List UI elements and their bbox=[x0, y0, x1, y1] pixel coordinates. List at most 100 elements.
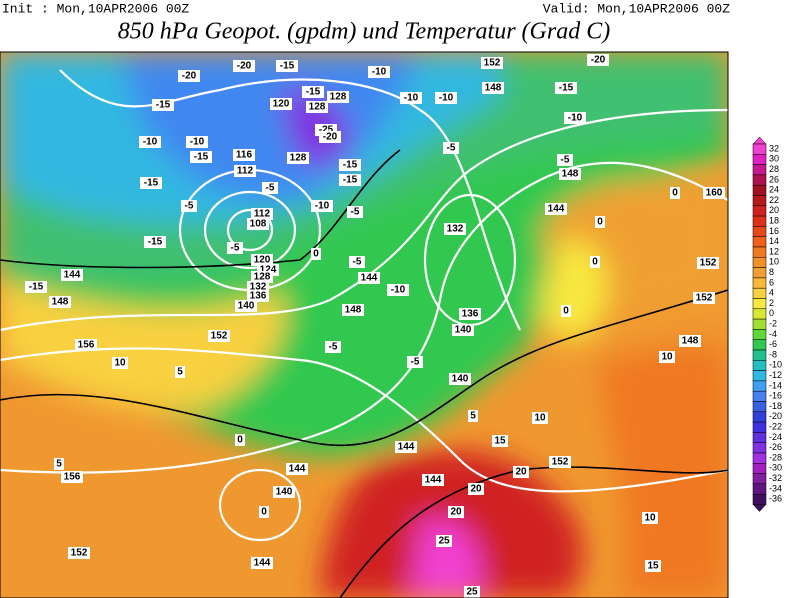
label-box bbox=[368, 66, 390, 78]
label-box bbox=[234, 165, 256, 177]
map-title: 850 hPa Geopot. (gpdm) und Temperatur (G… bbox=[118, 19, 610, 45]
colorbar-label: -12 bbox=[769, 370, 782, 380]
label-box bbox=[459, 308, 481, 320]
label-box bbox=[448, 506, 464, 518]
label-box bbox=[306, 101, 328, 113]
colorbar-label: -2 bbox=[769, 318, 777, 328]
label-box bbox=[492, 435, 508, 447]
contour-label: 156 bbox=[64, 472, 81, 483]
contour-label: 136 bbox=[250, 291, 267, 302]
label-box bbox=[186, 136, 208, 148]
label-box bbox=[190, 151, 212, 163]
label-box bbox=[555, 82, 577, 94]
contour-label: 0 bbox=[261, 507, 267, 518]
colorbar-label: 2 bbox=[769, 298, 774, 308]
label-box bbox=[181, 200, 197, 212]
contour-label: -15 bbox=[343, 160, 358, 171]
contour-label: -20 bbox=[182, 71, 197, 82]
colorbar-swatch bbox=[752, 298, 767, 310]
colorbar-label: 28 bbox=[769, 164, 779, 174]
contour-label: 132 bbox=[447, 224, 464, 235]
label-box bbox=[395, 441, 417, 453]
colorbar-label: 0 bbox=[769, 308, 774, 318]
colorbar-label: -24 bbox=[769, 432, 782, 442]
contour-label: -10 bbox=[143, 137, 158, 148]
colorbar-label: 18 bbox=[769, 215, 779, 225]
label-box bbox=[112, 357, 128, 369]
label-box bbox=[152, 99, 174, 111]
label-box bbox=[545, 203, 567, 215]
colorbar-swatch bbox=[752, 215, 767, 227]
contour-label: 152 bbox=[696, 293, 713, 304]
contour-label: 124 bbox=[260, 265, 277, 276]
label-box bbox=[347, 206, 363, 218]
colorbar-swatch bbox=[752, 339, 767, 351]
colorbar: 32302826242220181614121086420-2-4-6-8-10… bbox=[752, 136, 782, 512]
label-box bbox=[54, 458, 64, 470]
label-box bbox=[444, 223, 466, 235]
contour-label: -25 bbox=[319, 125, 334, 136]
colorbar-swatch bbox=[752, 143, 767, 155]
contour-label: 5 bbox=[470, 411, 476, 422]
colorbar-swatch bbox=[752, 246, 767, 258]
contour-label: 15 bbox=[494, 436, 506, 447]
contour-label: -5 bbox=[411, 357, 420, 368]
contour-label: 120 bbox=[273, 99, 290, 110]
contour-label: 152 bbox=[700, 258, 717, 269]
colorbar-label: -6 bbox=[769, 339, 777, 349]
label-box bbox=[311, 200, 333, 212]
label-box bbox=[319, 131, 341, 143]
label-box bbox=[703, 187, 725, 199]
contour-label: 136 bbox=[462, 309, 479, 320]
label-box bbox=[449, 373, 471, 385]
label-box bbox=[247, 218, 269, 230]
contour-label: 144 bbox=[289, 464, 306, 475]
contour-label: 0 bbox=[597, 217, 603, 228]
contour-label: -15 bbox=[194, 152, 209, 163]
contour-label: 140 bbox=[452, 374, 469, 385]
label-box bbox=[175, 366, 185, 378]
colorbar-label: -18 bbox=[769, 401, 782, 411]
colorbar-label: 8 bbox=[769, 267, 774, 277]
label-box bbox=[481, 57, 503, 69]
label-box bbox=[697, 257, 719, 269]
contour-label: -5 bbox=[266, 183, 275, 194]
label-box bbox=[61, 269, 83, 281]
label-box bbox=[144, 236, 166, 248]
contour-label: -20 bbox=[323, 132, 338, 143]
label-box bbox=[435, 92, 457, 104]
contour-label: 116 bbox=[236, 150, 253, 161]
label-box bbox=[139, 136, 161, 148]
contour-label: -10 bbox=[568, 113, 583, 124]
colorbar-swatch bbox=[752, 401, 767, 413]
contour-label: 5 bbox=[177, 367, 183, 378]
label-box bbox=[327, 91, 349, 103]
colorbar-swatch bbox=[752, 308, 767, 320]
colorbar-swatch bbox=[752, 257, 767, 268]
valid-time: Valid: Mon,10APR2006 00Z bbox=[543, 1, 730, 16]
colorbar-label: -22 bbox=[769, 421, 782, 431]
colorbar-swatch bbox=[752, 318, 767, 330]
label-box bbox=[443, 142, 459, 154]
label-box bbox=[178, 70, 200, 82]
label-box bbox=[557, 154, 573, 166]
contour-label: -5 bbox=[447, 143, 456, 154]
colorbar-label: 12 bbox=[769, 246, 779, 256]
contour-label: 140 bbox=[276, 487, 293, 498]
contour-label: 132 bbox=[250, 282, 267, 293]
contour-label: 120 bbox=[254, 255, 271, 266]
colorbar-label: 24 bbox=[769, 185, 779, 195]
label-box bbox=[259, 506, 269, 518]
contour-label: 152 bbox=[211, 331, 228, 342]
colorbar-label: -28 bbox=[769, 452, 782, 462]
contour-label: -10 bbox=[404, 93, 419, 104]
contour-label: -5 bbox=[329, 342, 338, 353]
label-box bbox=[325, 341, 341, 353]
colorbar-label: -10 bbox=[769, 360, 782, 370]
label-box bbox=[286, 463, 308, 475]
contour-label: -5 bbox=[231, 243, 240, 254]
colorbar-swatch bbox=[752, 236, 767, 248]
colorbar-swatch bbox=[752, 452, 767, 464]
contour-label: 152 bbox=[71, 548, 88, 559]
contour-label: 160 bbox=[706, 188, 723, 199]
